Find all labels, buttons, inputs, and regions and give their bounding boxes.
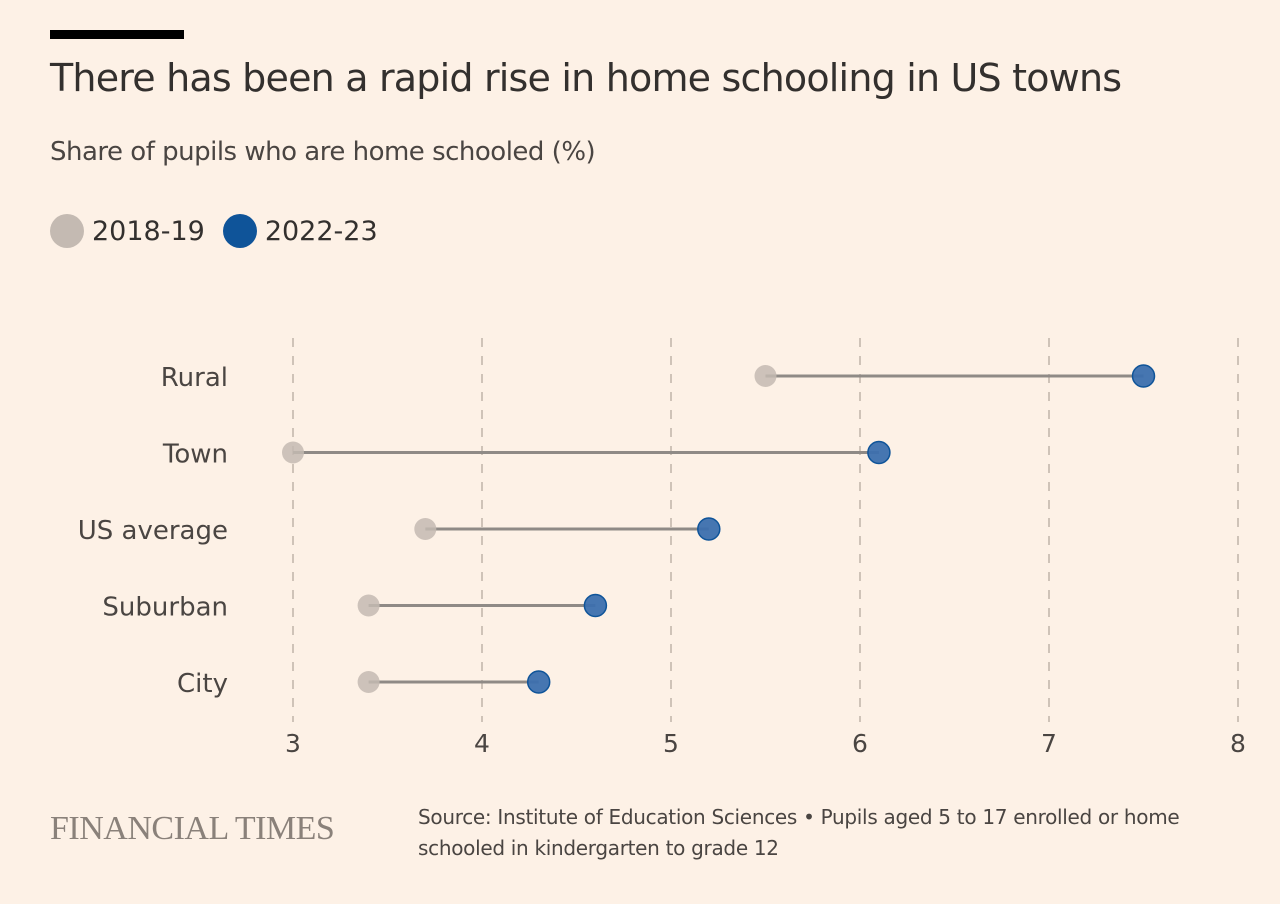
legend-item-2018-19: 2018-19: [50, 214, 205, 248]
y-category-label: Suburban: [102, 593, 228, 623]
x-tick-label: 4: [474, 729, 490, 758]
point-2022-23: [867, 440, 891, 465]
x-tick-label: 8: [1230, 729, 1246, 758]
legend: 2018-19 2022-23: [50, 214, 396, 248]
point-2022-23: [583, 593, 608, 618]
point-2018-19: [754, 365, 777, 387]
y-category-label: City: [177, 669, 228, 699]
y-category-label: Town: [162, 440, 228, 470]
legend-swatch-2022-23: [222, 214, 257, 248]
legend-label: 2022-23: [264, 215, 378, 247]
point-2022-23: [697, 517, 721, 541]
y-category-label: US average: [78, 516, 228, 546]
x-tick-label: 5: [663, 729, 679, 758]
x-tick-label: 3: [285, 729, 301, 758]
point-2018-19: [357, 671, 380, 693]
point-2022-23: [1131, 364, 1156, 388]
point-2018-19: [414, 518, 437, 540]
ft-logo: FINANCIAL TIMES: [50, 810, 335, 847]
point-2018-19: [282, 441, 304, 464]
point-2018-19: [357, 594, 380, 617]
x-tick-label: 7: [1041, 729, 1057, 758]
y-category-label: Rural: [161, 363, 228, 393]
source-note: Source: Institute of Education Sciences …: [418, 805, 1180, 860]
point-2022-23: [526, 670, 551, 694]
header-accent-bar: [50, 30, 184, 39]
chart-subtitle: Share of pupils who are home schooled (%…: [50, 137, 596, 167]
legend-label: 2018-19: [92, 215, 205, 247]
legend-swatch-2018-19: [50, 214, 84, 248]
x-tick-label: 6: [852, 729, 868, 758]
legend-item-2022-23: 2022-23: [222, 214, 378, 248]
chart-title: There has been a rapid rise in home scho…: [50, 56, 1122, 100]
